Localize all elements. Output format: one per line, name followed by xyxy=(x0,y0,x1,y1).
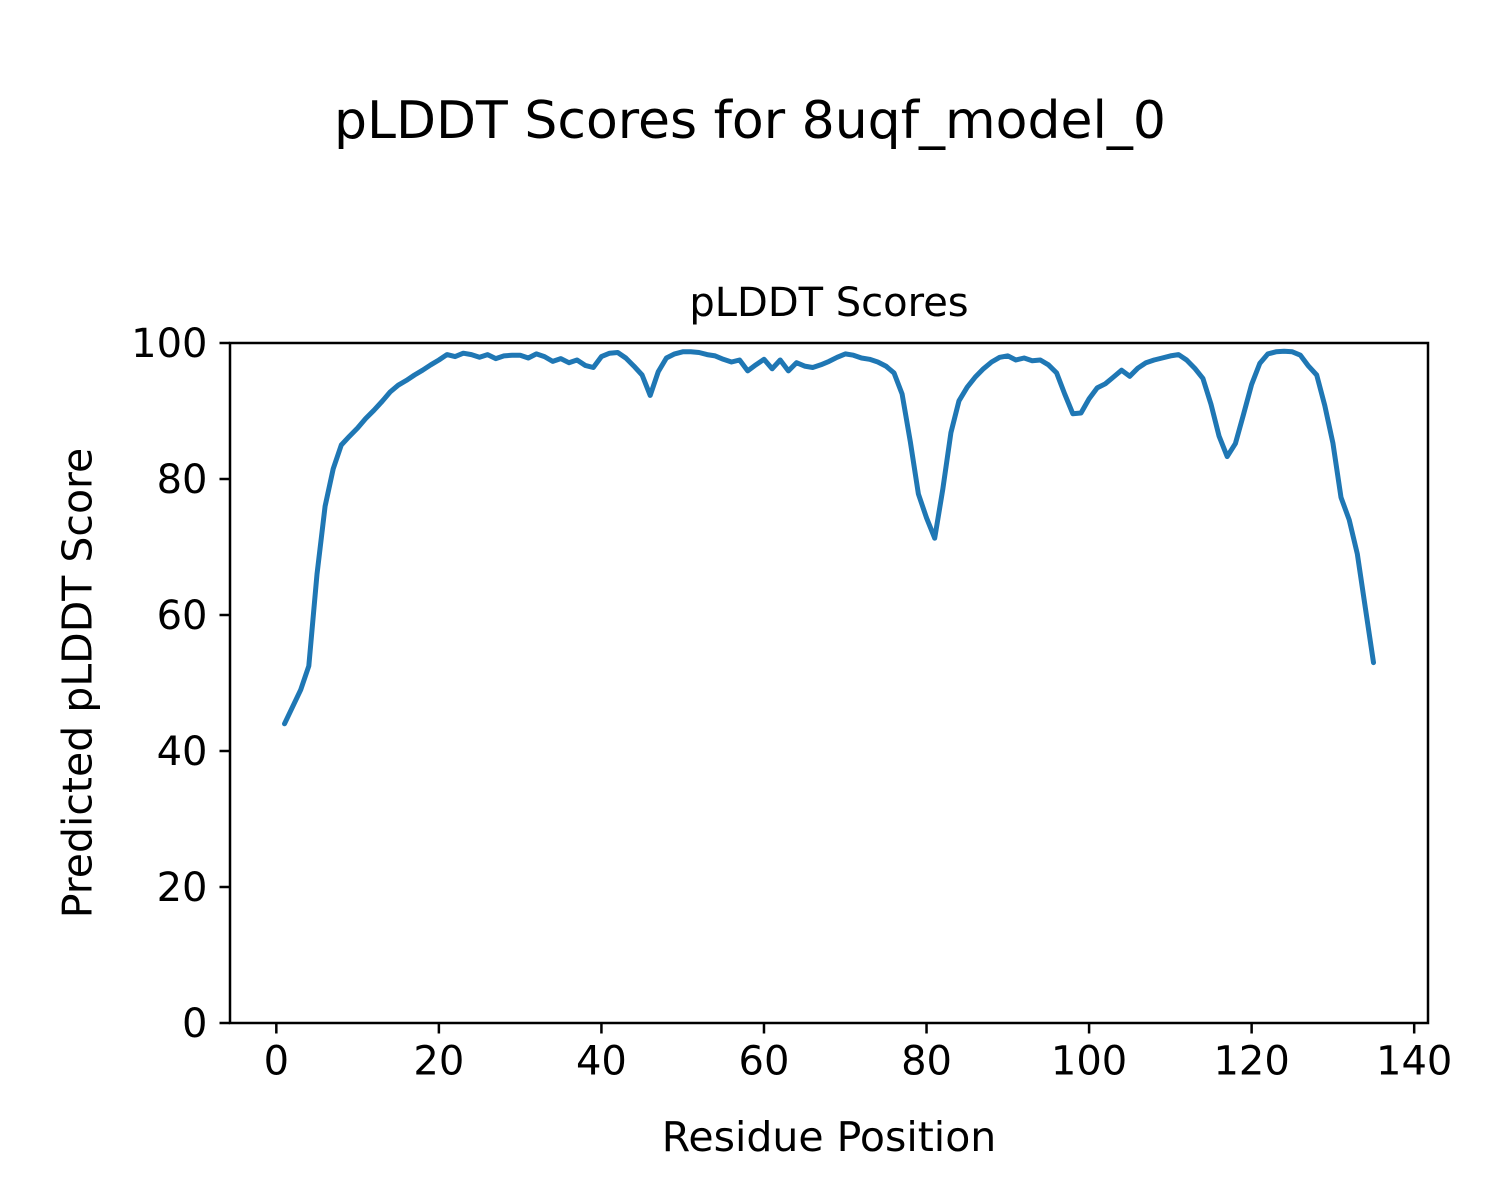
x-tick-label: 40 xyxy=(576,1039,627,1085)
x-tick-label: 100 xyxy=(1051,1039,1127,1085)
figure-title: pLDDT Scores for 8uqf_model_0 xyxy=(334,91,1166,151)
x-axis-label: Residue Position xyxy=(661,1113,997,1161)
x-tick-label: 80 xyxy=(901,1039,952,1085)
x-tick-label: 20 xyxy=(413,1039,464,1085)
x-tick-label: 60 xyxy=(739,1039,790,1085)
y-tick-label: 80 xyxy=(157,457,208,503)
y-tick-label: 0 xyxy=(182,1001,207,1047)
axes-frame xyxy=(228,341,1430,1025)
axes-title: pLDDT Scores xyxy=(689,280,969,326)
plddt-line xyxy=(282,348,1376,727)
y-tick-label: 40 xyxy=(157,729,208,775)
x-tick-label: 120 xyxy=(1213,1039,1289,1085)
y-tick-label: 100 xyxy=(131,321,207,367)
y-tick-label: 20 xyxy=(157,865,208,911)
x-tick-label: 0 xyxy=(264,1039,289,1085)
y-tick-label: 60 xyxy=(157,593,208,639)
x-tick-label: 140 xyxy=(1376,1039,1452,1085)
